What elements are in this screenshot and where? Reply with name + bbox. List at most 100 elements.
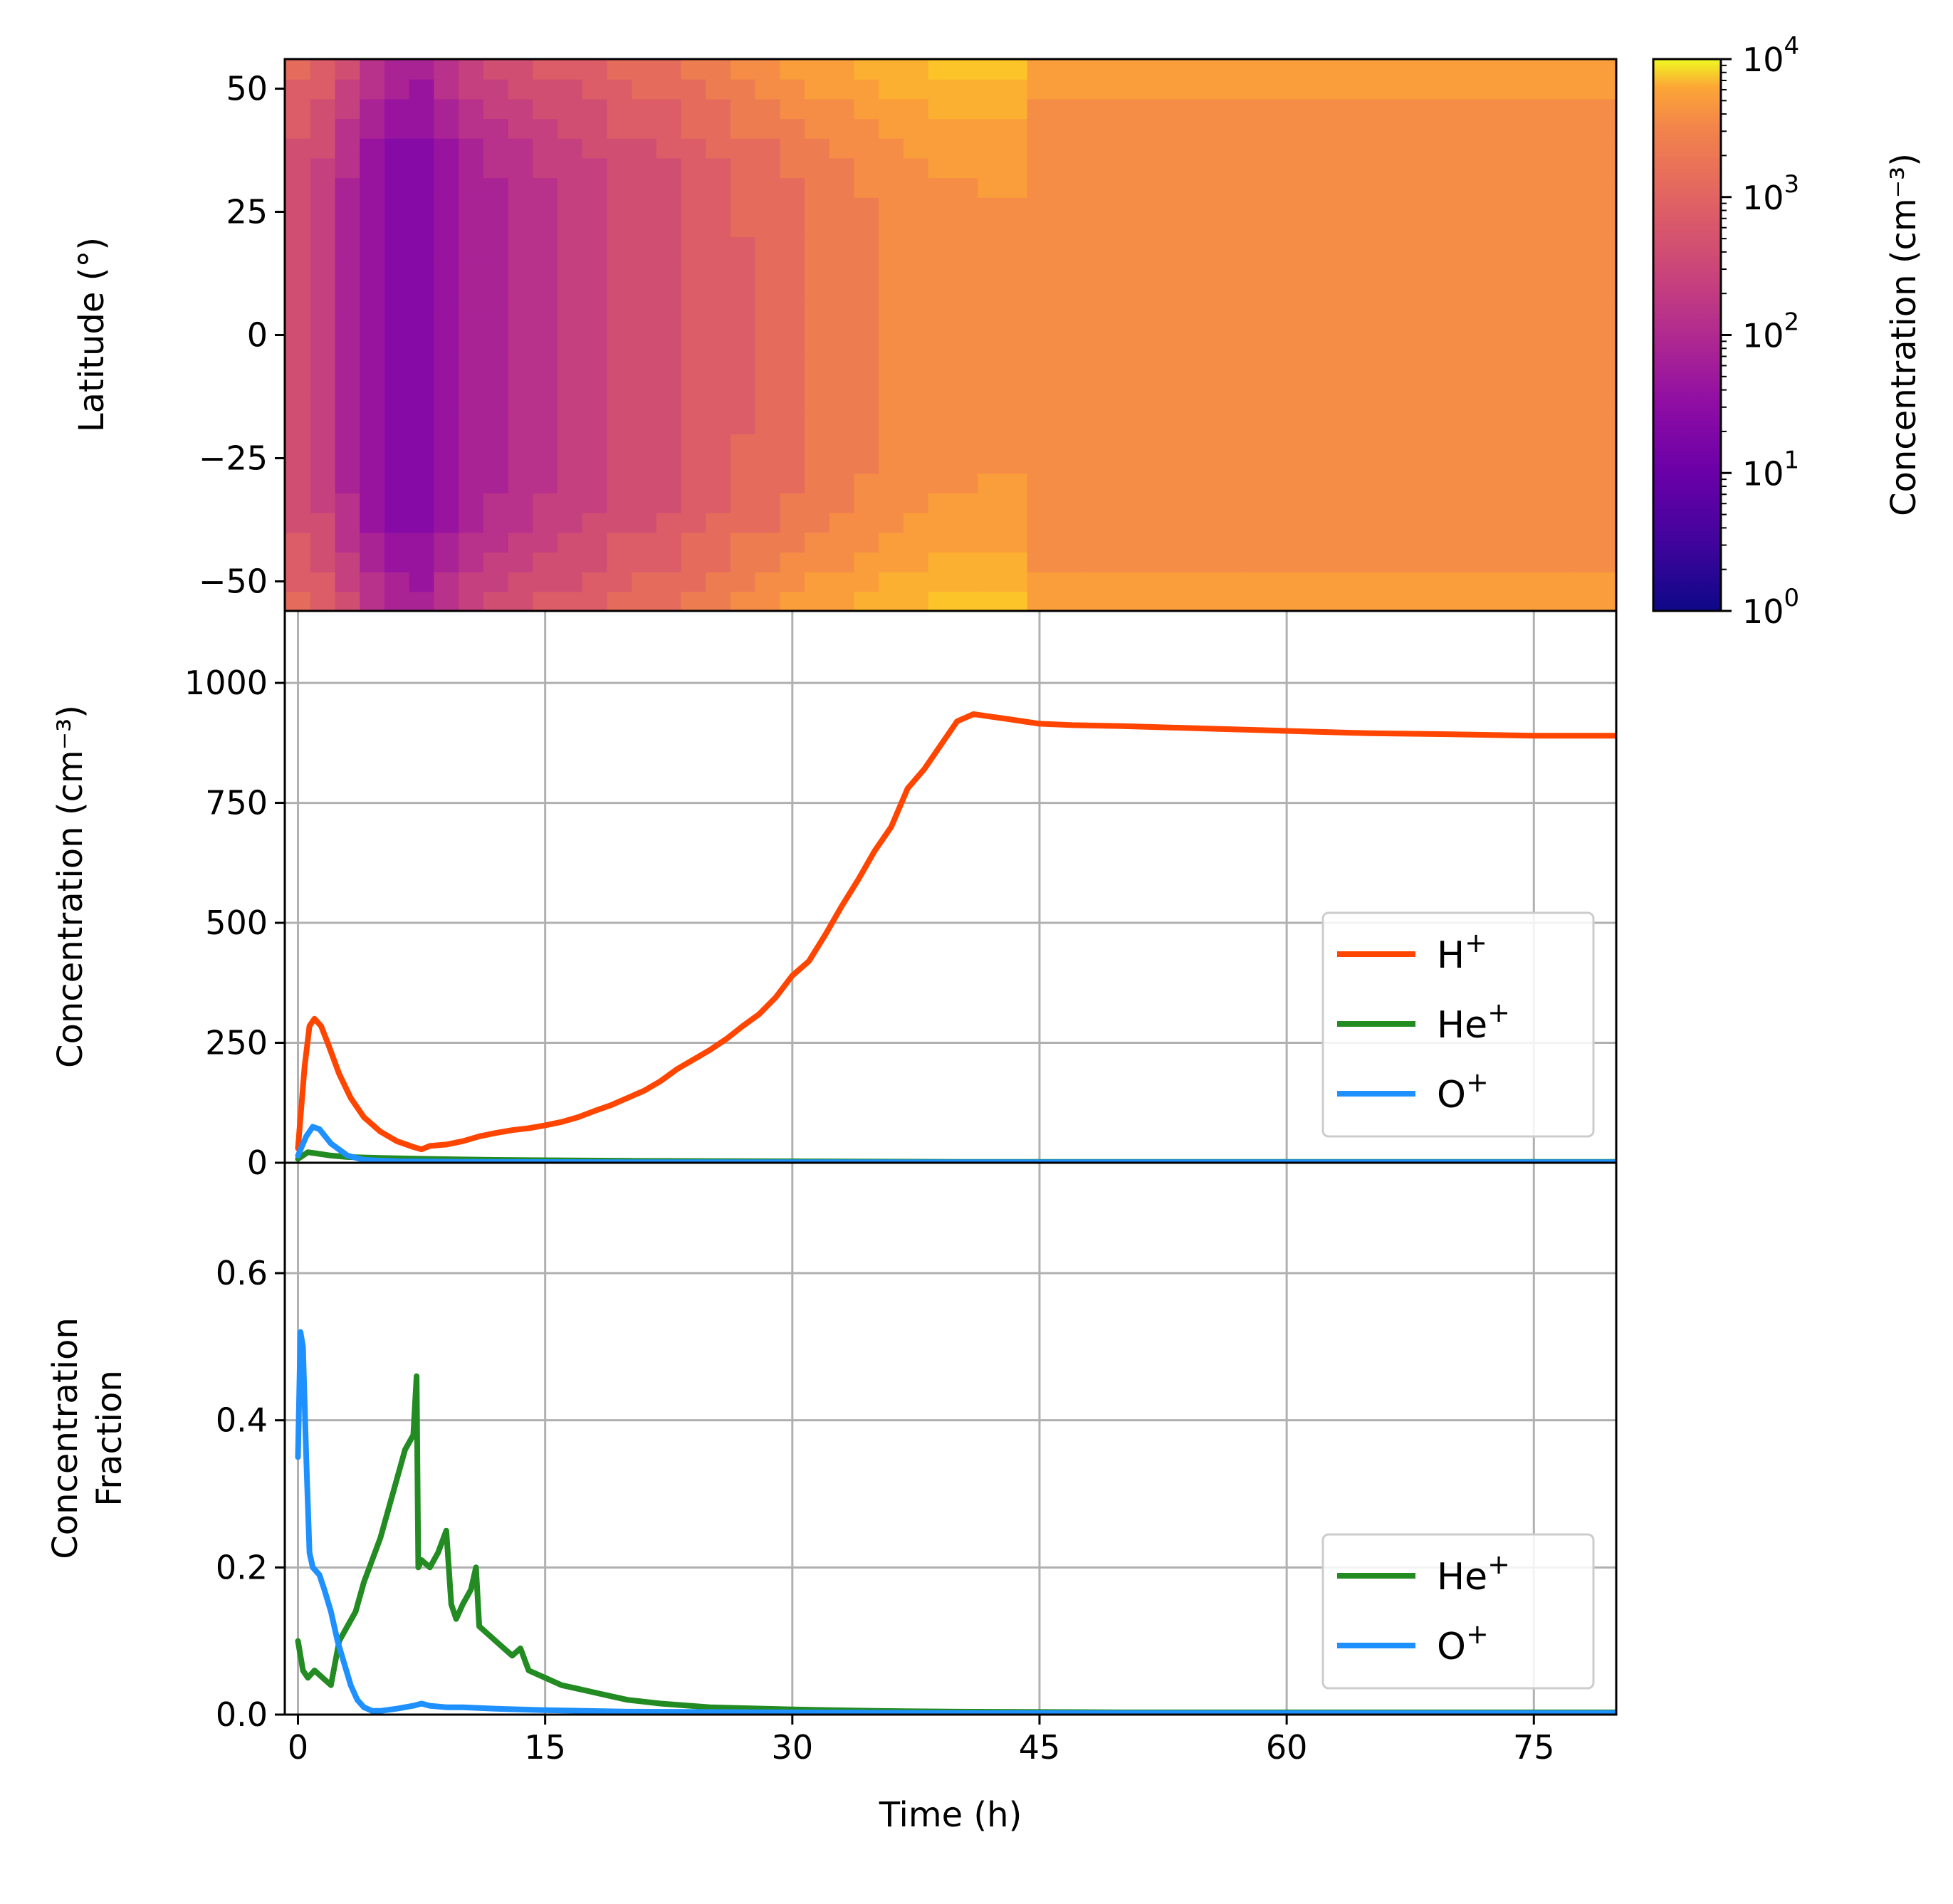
heatmap-cell (582, 315, 608, 336)
heatmap-cell (285, 374, 311, 395)
heatmap-cell (1245, 236, 1329, 257)
heatmap-cell (1492, 315, 1576, 336)
heatmap-cell (953, 355, 979, 375)
heatmap-cell (1575, 197, 1616, 218)
heatmap-cell (409, 473, 435, 493)
heatmap-cell (854, 216, 880, 238)
heatmap-cell (434, 276, 460, 297)
heatmap-cell (755, 532, 781, 553)
heatmap-cell (1328, 157, 1411, 179)
heatmap-cell (1080, 98, 1164, 120)
heatmap-cell (829, 492, 855, 513)
heatmap-cell (805, 177, 830, 198)
heatmap-cell (805, 512, 830, 533)
heatmap-panel: −50 −25 0 25 50 Latitude (°) (72, 58, 1618, 612)
heatmap-cell (1410, 177, 1494, 198)
heatmap-cell (1328, 98, 1411, 120)
heatmap-cell (928, 374, 954, 395)
heatmap-cell (483, 78, 509, 100)
heatmap-cell (681, 552, 707, 572)
heatmap-cell (879, 137, 904, 159)
heatmap-cell (829, 197, 855, 218)
heatmap-cell (1163, 591, 1247, 611)
heatmap-cell (1080, 157, 1164, 179)
heatmap-cell (1410, 532, 1494, 553)
heatmap-cell (953, 492, 979, 513)
heatmap-cell (483, 532, 509, 553)
heatmap-cell (1027, 295, 1082, 316)
concentration-panel: 0 250 500 750 1000 Concentration (cm⁻³) H+ He… (51, 610, 1618, 1182)
heatmap-cell (1575, 256, 1616, 277)
heatmap-cell (681, 197, 707, 218)
heatmap-cell (533, 216, 558, 238)
heatmap-cell (706, 197, 731, 218)
heatmap-cell (1575, 335, 1616, 356)
heatmap-cell (978, 216, 1003, 238)
heatmap-cell (879, 295, 904, 316)
heatmap-cell (1245, 335, 1329, 356)
heatmap-cell (1245, 433, 1329, 454)
heatmap-cell (953, 118, 979, 139)
heatmap-cell (904, 137, 929, 159)
x-tick-label: 0 (288, 1728, 308, 1767)
heatmap-cell (1002, 394, 1028, 415)
heatmap-cell (533, 571, 558, 592)
heatmap-cell (409, 157, 435, 179)
heatmap-cell (459, 394, 484, 415)
heatmap-cell (310, 157, 336, 179)
heatmap-cell (1002, 374, 1028, 395)
heatmap-cell (582, 216, 608, 238)
heatmap-cell (1027, 216, 1082, 238)
heatmap-cell (335, 137, 361, 159)
heatmap-cell (1163, 256, 1247, 277)
heatmap-cell (731, 118, 756, 139)
heatmap-cell (928, 335, 954, 356)
legend-label: O+ (1437, 1067, 1489, 1116)
heatmap-cell (1245, 453, 1329, 474)
heatmap-cell (1245, 256, 1329, 277)
heatmap-cell (978, 276, 1003, 297)
heatmap-cell (1328, 394, 1411, 415)
heatmap-cell (1080, 355, 1164, 375)
heatmap-cell (607, 157, 633, 179)
heatmap-cell (1492, 197, 1576, 218)
heatmap-cell (1410, 295, 1494, 316)
heatmap-cell (557, 453, 583, 474)
heatmap-cell (706, 236, 731, 257)
heatmap-cell (928, 492, 954, 513)
heatmap-cell (829, 394, 855, 415)
heatmap-cell (681, 157, 707, 179)
heatmap-cell (755, 177, 781, 198)
heatmap-cell (1328, 552, 1411, 572)
heatmap-cell (706, 78, 731, 100)
heatmap-cell (706, 315, 731, 336)
heatmap-cell (557, 433, 583, 454)
heatmap-cell (459, 59, 484, 80)
heatmap-cell (310, 512, 336, 533)
heatmap-cell (1163, 374, 1247, 395)
heatmap-cell (360, 492, 385, 513)
heatmap-cell (434, 157, 460, 179)
heatmap-y-axis-label: Latitude (°) (72, 237, 112, 432)
heatmap-cell (755, 315, 781, 336)
heatmap-cell (533, 177, 558, 198)
heatmap-cell (681, 571, 707, 592)
heatmap-cell (681, 59, 707, 80)
heatmap-cell (755, 355, 781, 375)
heatmap-cell (1575, 315, 1616, 336)
heatmap-cell (1245, 118, 1329, 139)
heatmap-cell (854, 512, 880, 533)
heatmap-cell (310, 315, 336, 336)
heatmap-cell (805, 453, 830, 474)
heatmap-cell (310, 414, 336, 434)
heatmap-cell (706, 335, 731, 356)
heatmap-cell (1163, 512, 1247, 533)
heatmap-cell (632, 177, 657, 198)
heatmap-cell (1163, 394, 1247, 415)
heatmap-cell (953, 98, 979, 120)
heatmap-cell (483, 433, 509, 454)
heatmap-cell (607, 492, 633, 513)
heatmap-cell (1492, 512, 1576, 533)
heatmap-cell (879, 78, 904, 100)
heatmap-cell (854, 236, 880, 257)
